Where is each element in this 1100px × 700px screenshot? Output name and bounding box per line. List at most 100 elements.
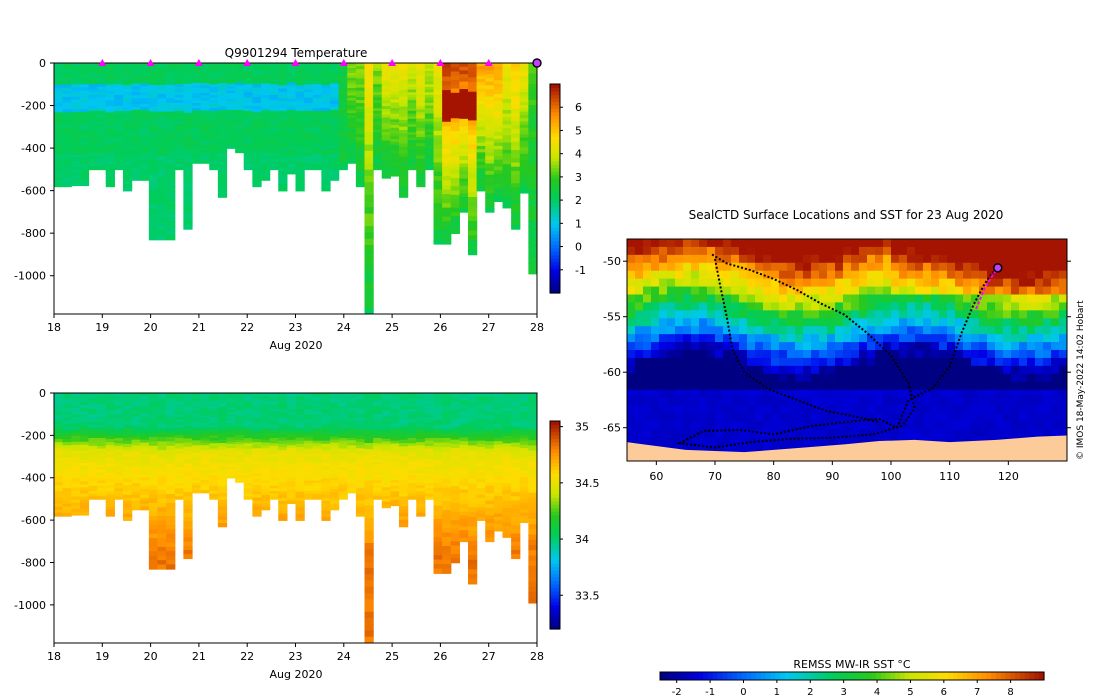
temperature-cell — [166, 213, 176, 219]
salinity-cell — [278, 459, 288, 464]
salinity-cell — [252, 503, 262, 508]
salinity-cell — [312, 424, 322, 429]
salinity-cell — [252, 429, 262, 434]
temperature-cell — [114, 140, 124, 144]
salinity-cell — [381, 438, 391, 443]
salinity-cell — [269, 453, 279, 458]
temperature-cell — [304, 100, 314, 104]
salinity-cell — [347, 482, 357, 486]
temperature-cell — [140, 103, 150, 108]
salinity-cell — [485, 463, 495, 468]
temperature-cell — [511, 179, 521, 185]
temperature-cell — [217, 109, 228, 115]
salinity-cell — [97, 493, 107, 498]
temperature-cell — [114, 89, 124, 94]
salinity-cell — [174, 477, 184, 482]
temperature-cell — [493, 132, 504, 137]
temperature-cell — [278, 110, 288, 115]
salinity-cell — [131, 433, 141, 438]
salinity-cell — [217, 459, 228, 464]
salinity-cell — [183, 397, 193, 403]
salinity-cell — [183, 442, 193, 448]
temperature-cell — [485, 182, 495, 187]
salinity-cell — [114, 395, 124, 400]
salinity-cell — [338, 467, 348, 471]
temperature-cell — [442, 194, 452, 200]
temperature-cell — [355, 118, 366, 123]
salinity-cell — [252, 393, 262, 397]
temperature-cell — [54, 130, 64, 135]
salinity-cell — [450, 405, 460, 411]
salinity-cell — [123, 469, 133, 474]
temperature-cell — [338, 108, 348, 112]
salinity-cell — [261, 410, 271, 415]
temperature-cell — [217, 140, 228, 145]
salinity-cell — [131, 439, 141, 444]
sst-cell — [699, 334, 708, 343]
salinity-cell — [243, 393, 253, 397]
salinity-cell — [148, 410, 159, 416]
salinity-cell — [468, 559, 478, 566]
colorbar-swatch — [550, 195, 560, 200]
temperature-cell — [442, 135, 452, 141]
salinity-cell — [261, 460, 271, 464]
temperature-cell — [88, 94, 98, 99]
salinity-cell — [330, 506, 340, 511]
temperature-cell — [407, 92, 417, 96]
temperature-cell — [286, 151, 297, 156]
temperature-cell — [123, 168, 133, 173]
salinity-cell — [424, 430, 435, 434]
temperature-cell — [192, 72, 202, 77]
salinity-cell — [209, 445, 219, 450]
salinity-cell — [295, 510, 305, 515]
temperature-cell — [407, 140, 417, 144]
salinity-cell — [511, 541, 521, 547]
salinity-cell — [54, 417, 64, 422]
colorbar-swatch — [550, 136, 560, 141]
temperature-cell — [174, 108, 184, 112]
salinity-cell — [261, 474, 271, 479]
salinity-cell — [192, 405, 202, 409]
temperature-cell — [131, 63, 141, 67]
colorbar-swatch — [550, 254, 560, 259]
temperature-cell — [157, 221, 167, 228]
salinity-cell — [269, 440, 279, 445]
temperature-cell — [476, 88, 486, 93]
salinity-cell — [295, 456, 305, 461]
temperature-cell — [235, 114, 245, 118]
salinity-cell — [261, 430, 271, 435]
salinity-cell — [468, 397, 478, 404]
salinity-cell — [209, 411, 219, 415]
salinity-cell — [442, 460, 452, 466]
salinity-cell — [442, 411, 452, 417]
colorbar-swatch — [550, 143, 560, 148]
temperature-cell — [424, 158, 435, 163]
salinity-cell — [217, 406, 228, 411]
temperature-cell — [502, 164, 512, 169]
salinity-cell — [338, 393, 348, 397]
salinity-cell — [157, 538, 167, 544]
temperature-cell — [364, 69, 374, 77]
salinity-cell — [519, 493, 529, 498]
salinity-cell — [519, 454, 529, 459]
salinity-cell — [97, 453, 107, 458]
temperature-cell — [114, 132, 124, 136]
salinity-cell — [183, 496, 193, 502]
salinity-cell — [235, 444, 245, 448]
salinity-cell — [209, 440, 219, 445]
temperature-cell — [54, 87, 64, 92]
temperature-cell — [261, 109, 271, 114]
temperature-cell — [71, 69, 81, 73]
temperature-cell — [278, 187, 288, 192]
salinity-cell — [97, 419, 107, 423]
salinity-cell — [511, 434, 521, 440]
salinity-cell — [286, 437, 297, 441]
temperature-cell — [62, 78, 72, 83]
temperature-cell — [355, 155, 366, 160]
temperature-cell — [192, 82, 202, 87]
sst-cell — [683, 318, 692, 327]
temperature-cell — [97, 81, 107, 86]
temperature-cell — [235, 76, 245, 80]
temperature-cell — [330, 177, 340, 181]
salinity-cell — [105, 414, 115, 419]
